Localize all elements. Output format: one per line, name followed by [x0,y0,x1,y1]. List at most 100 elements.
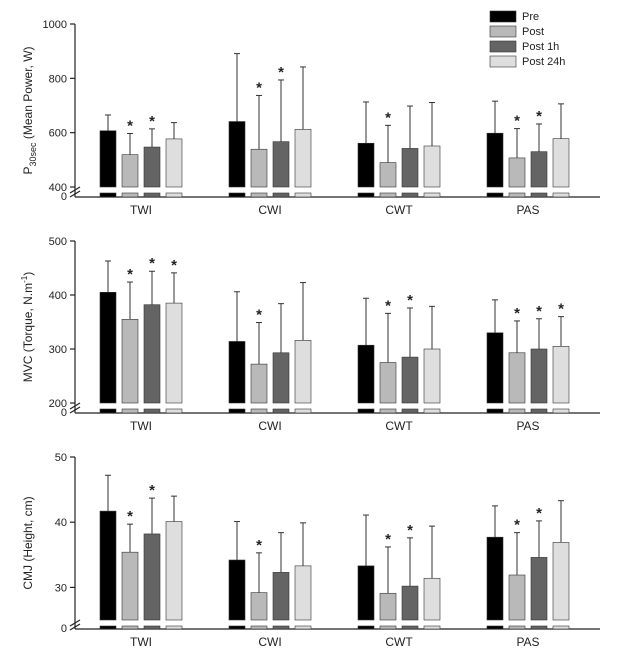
bar-stub [228,408,246,414]
category-label: PAS [516,203,539,217]
bar-stub [552,192,570,198]
bar-post-24h [552,138,570,188]
bar-stub [121,408,139,414]
bar-stub [250,625,268,630]
bar-stub [99,192,117,198]
bar-stub [357,192,375,198]
category-label: TWI [130,203,152,217]
bar-stub [423,408,441,414]
bar-pre [486,332,504,404]
axis-break-mark [69,402,81,410]
significance-star: * [149,482,155,499]
legend-swatch [489,40,517,53]
y-tick-label: 30 [55,582,67,594]
bar-stub [121,625,139,630]
bar-stub [250,192,268,198]
y-tick-label: 600 [49,128,67,140]
bar-post [121,551,139,621]
bar-post [508,157,526,188]
axis-break-gap [228,621,312,625]
bar-stub [423,192,441,198]
axis-break-gap [486,621,570,625]
bar-stub [228,192,246,198]
significance-star: * [256,79,262,96]
y-tick-label: 300 [49,344,67,356]
bar-post-24h [423,348,441,404]
legend-label: Post 1h [522,41,559,53]
legend-swatch [489,10,517,23]
bar-stub [508,408,526,414]
category-label: TWI [130,419,152,433]
bar-pre [228,121,246,188]
significance-star: * [536,505,542,522]
bar-stub [121,192,139,198]
legend-swatch [489,55,517,68]
bar-post-1h [530,348,548,404]
axis-break-gap [228,404,312,408]
y-axis-label: P30sec (Mean Power, W) [21,46,38,174]
axis-break-gap [486,188,570,192]
bar-post-24h [165,302,183,404]
bar-post-1h [272,352,290,404]
category-label: CWI [258,635,281,649]
significance-star: * [385,297,391,314]
legend-swatch [489,25,517,38]
bar-stub [143,408,161,414]
bar-post [250,592,268,621]
category-label: CWT [385,419,413,433]
significance-star: * [127,117,133,134]
significance-star: * [149,255,155,272]
bar-pre [99,130,117,188]
bar-stub [486,192,504,198]
legend-label: Pre [522,11,539,23]
significance-star: * [127,266,133,283]
bar-post [379,592,397,621]
bar-post [379,362,397,404]
chart-power: 400 600 800 1000 0 P30sec (Mean Power, W) * * TW… [21,19,600,217]
bar-post-24h [294,340,312,404]
significance-star: * [514,305,520,322]
y-tick-label: 200 [49,398,67,410]
bar-pre [486,536,504,621]
category-label: CWI [258,419,281,433]
significance-star: * [385,109,391,126]
bar-post-1h [272,572,290,621]
significance-star: * [149,113,155,130]
bar-stub [272,625,290,630]
axis-break-gap [99,188,183,192]
axis-break-mark [69,186,81,194]
bar-stub [379,625,397,630]
bar-stub [272,192,290,198]
bar-stub [508,625,526,630]
significance-star: * [407,292,413,309]
bar-stub [530,625,548,630]
axis-break-gap [99,404,183,408]
bar-post-24h [423,577,441,621]
bar-post-24h [165,521,183,621]
bar-stub [379,192,397,198]
y-zero-label: 0 [61,407,67,419]
bar-post [379,162,397,188]
bar-stub [401,408,419,414]
significance-star: * [514,113,520,130]
bar-stub [294,625,312,630]
y-tick-label: 400 [49,290,67,302]
axis-break-gap [99,621,183,625]
legend: Pre Post Post 1h Post 24h [489,10,565,68]
category-label: PAS [516,419,539,433]
bar-pre [357,565,375,621]
significance-star: * [536,108,542,125]
bar-stub [357,408,375,414]
bar-post [508,352,526,404]
bar-stub [486,625,504,630]
bar-stub [228,625,246,630]
bar-post-1h [401,356,419,404]
bar-post-1h [143,146,161,188]
axis-break-gap [357,621,441,625]
bar-post-1h [143,304,161,404]
legend-label: Post 24h [522,56,565,68]
y-tick-label: 400 [49,182,67,194]
bar-stub [530,192,548,198]
y-tick-label: 40 [55,517,67,529]
y-tick-label: 800 [49,73,67,85]
